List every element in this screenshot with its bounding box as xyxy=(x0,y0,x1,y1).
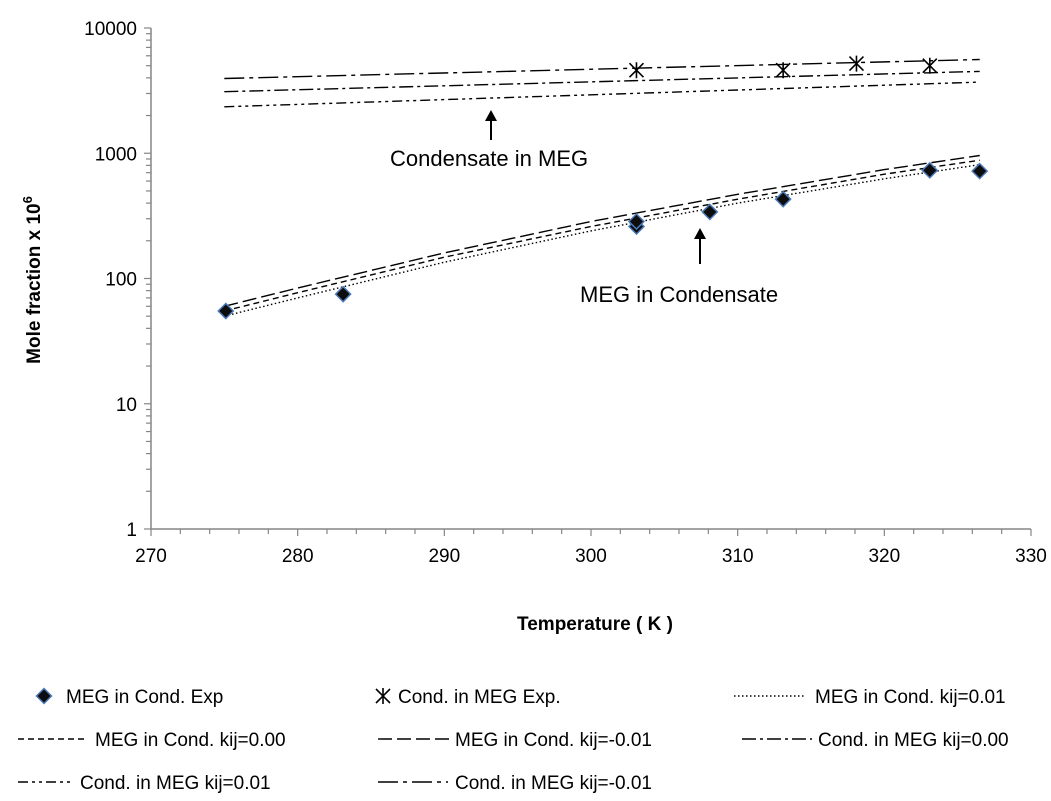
data-point-diamond xyxy=(774,190,792,208)
x-tick-label: 290 xyxy=(428,546,460,567)
y-tick-label: 1 xyxy=(126,520,137,541)
x-tick-label: 280 xyxy=(282,546,314,567)
series-line-7 xyxy=(224,58,980,80)
legend-label: Cond. in MEG kij=0.01 xyxy=(80,773,271,794)
y-tick-label: 10000 xyxy=(84,19,137,40)
y-axis-title-superscript: 6 xyxy=(20,196,35,203)
legend: MEG in Cond. Exp Cond. in MEG Exp. MEG in … xyxy=(18,687,1009,794)
data-point-asterisk xyxy=(848,55,865,72)
data-point-asterisk xyxy=(775,62,791,79)
annotations: Condensate in MEG MEG in Condensate xyxy=(390,110,778,307)
x-tick-label: 300 xyxy=(575,546,607,567)
legend-label: MEG in Cond. kij=0.00 xyxy=(95,730,286,751)
series-group xyxy=(217,55,989,320)
y-tick-label: 100 xyxy=(105,270,137,291)
x-tick-label: 270 xyxy=(135,546,167,567)
annotation-arrow-head xyxy=(485,110,497,121)
legend-marker-asterisk xyxy=(375,688,391,704)
series-line-3 xyxy=(224,159,980,312)
y-tick-label: 10 xyxy=(116,395,137,416)
annotation-label: MEG in Condensate xyxy=(580,282,778,307)
annotation-label: Condensate in MEG xyxy=(390,146,588,171)
x-tick-label: 320 xyxy=(868,546,900,567)
series-line-2 xyxy=(224,164,980,317)
data-point-diamond xyxy=(334,285,352,303)
legend-label: MEG in Cond. Exp xyxy=(66,687,223,708)
data-point-diamond xyxy=(971,162,989,180)
series-line-5 xyxy=(224,70,980,93)
data-point-asterisk xyxy=(922,57,938,74)
annotation-arrow-head xyxy=(694,228,706,239)
data-point-diamond xyxy=(921,161,939,179)
y-axis-title-main: Mole fraction x 10 xyxy=(24,203,45,364)
data-point-asterisk xyxy=(628,62,645,79)
y-tick-label: 1000 xyxy=(95,144,137,165)
x-tick-label: 310 xyxy=(722,546,754,567)
legend-label: Cond. in MEG kij=-0.01 xyxy=(455,773,652,794)
legend-label: MEG in Cond. kij=-0.01 xyxy=(455,730,652,751)
legend-label: Cond. in MEG kij=0.00 xyxy=(818,730,1009,751)
data-point-diamond xyxy=(217,302,235,320)
axes: 270 280 290 300 310 320 330 1 10 100 1000 10000 xyxy=(84,19,1047,567)
x-axis-title: Temperature ( K ) xyxy=(517,614,673,635)
legend-marker-diamond xyxy=(35,687,53,705)
y-axis-title: Mole fraction x 106 xyxy=(20,196,45,364)
x-tick-label: 330 xyxy=(1015,546,1047,567)
data-point-diamond xyxy=(701,203,719,221)
data-point-diamond xyxy=(627,212,646,231)
series-line-4 xyxy=(224,154,980,307)
legend-label: Cond. in MEG Exp. xyxy=(398,687,561,708)
series-line-6 xyxy=(224,81,980,108)
legend-label: MEG in Cond. kij=0.01 xyxy=(815,687,1006,708)
